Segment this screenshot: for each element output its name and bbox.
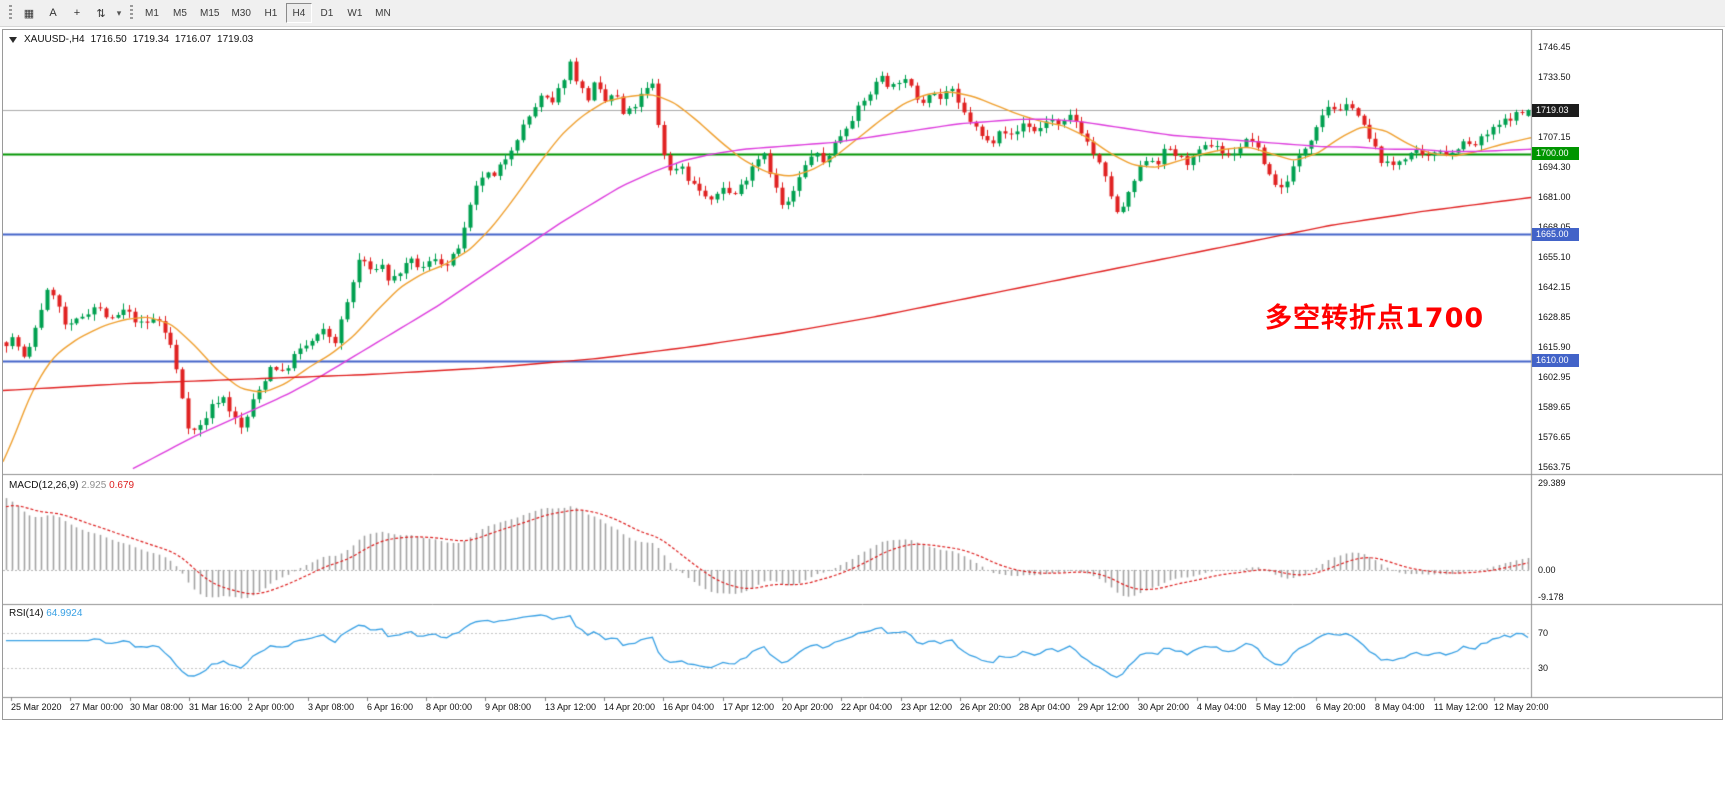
cycle-lines-button[interactable]: ⇅ <box>96 7 106 20</box>
chart-window: XAUUSD-,H4 1716.50 1719.34 1716.07 1719.… <box>2 29 1723 720</box>
time-axis-label: 23 Apr 12:00 <box>901 702 953 712</box>
tool-dropdown-arrow[interactable]: ▾ <box>116 7 122 18</box>
price-scale-label: 1628.85 <box>1538 312 1571 322</box>
text-tool-button[interactable]: A <box>49 7 57 19</box>
time-axis-label: 30 Mar 08:00 <box>130 702 184 712</box>
symbol-marker-icon <box>9 36 17 43</box>
price-scale-label: 1642.15 <box>1538 282 1571 292</box>
line-price-tag[interactable]: 1610.00 <box>1532 354 1579 367</box>
time-axis-label: 5 May 12:00 <box>1256 702 1306 712</box>
timeframe-button-h4[interactable]: H4 <box>285 3 312 23</box>
current-price-tag: 1719.03 <box>1532 104 1579 117</box>
timeframe-button-w1[interactable]: W1 <box>347 7 363 19</box>
time-axis-label: 11 May 12:00 <box>1434 702 1488 712</box>
time-axis-label: 12 May 20:00 <box>1494 702 1549 712</box>
charts-grid-button[interactable]: ▦ <box>23 7 35 20</box>
price-scale-label: 1655.10 <box>1538 252 1571 262</box>
chart-title-close: 1719.03 <box>217 34 254 45</box>
macd-scale-min: -9.178 <box>1538 592 1564 602</box>
macd-signal-value: 0.679 <box>109 480 135 491</box>
toolbar-grip <box>130 5 133 21</box>
rsi-label: RSI(14) 64.9924 <box>9 608 82 619</box>
tools-group: ▦ A + ⇅ ▾ <box>17 3 125 23</box>
price-scale-label: 1733.50 <box>1538 72 1571 82</box>
price-scale-label: 1563.75 <box>1538 462 1571 472</box>
timeframe-button-m1[interactable]: M1 <box>145 7 159 19</box>
price-chart-canvas[interactable] <box>3 30 1722 719</box>
time-axis-label: 29 Apr 12:00 <box>1078 702 1130 712</box>
chart-annotation[interactable]: 多空转折点1700 <box>1265 303 1485 334</box>
line-price-tag[interactable]: 1700.00 <box>1532 147 1579 160</box>
timeframe-button-m15[interactable]: M15 <box>200 7 220 19</box>
time-axis-label: 4 May 04:00 <box>1197 702 1247 712</box>
rsi-level-label: 70 <box>1538 628 1549 638</box>
timeframe-button-mn[interactable]: MN <box>375 7 391 19</box>
price-scale-label: 1589.65 <box>1538 402 1571 412</box>
time-axis-label: 3 Apr 08:00 <box>308 702 355 712</box>
macd-scale-zero: 0.00 <box>1538 565 1556 575</box>
timeframe-toolbar: M1 M5 M15 M30 H1 H4 D1 W1 MN <box>138 3 397 23</box>
chart-title-symbol: XAUUSD-,H4 <box>24 34 85 45</box>
macd-label: MACD(12,26,9) 2.925 0.679 <box>9 480 134 491</box>
time-axis-label: 22 Apr 04:00 <box>841 702 893 712</box>
macd-scale-max: 29.389 <box>1538 478 1566 488</box>
time-axis-label: 2 Apr 00:00 <box>248 702 295 712</box>
macd-main-value: 2.925 <box>81 480 107 491</box>
time-axis-label: 6 May 20:00 <box>1316 702 1366 712</box>
chart-title-high: 1719.34 <box>132 34 169 45</box>
rsi-level-label: 30 <box>1538 663 1549 673</box>
price-scale: 1746.45 1733.50 1707.15 1694.30 1681.00 1668.… <box>1531 30 1722 719</box>
time-axis-label: 13 Apr 12:00 <box>545 702 597 712</box>
chart-title-low: 1716.07 <box>174 34 212 45</box>
time-axis-label: 8 May 04:00 <box>1375 702 1425 712</box>
timeframe-button-h1[interactable]: H1 <box>264 7 278 19</box>
time-axis-label: 20 Apr 20:00 <box>782 702 834 712</box>
price-scale-label: 1668.05 <box>1538 222 1571 232</box>
top-toolbar: ▦ A + ⇅ ▾ M1 M5 M15 M30 H1 H4 D1 W1 MN <box>0 0 1725 27</box>
chart-title: XAUUSD-,H4 1716.50 1719.34 1716.07 1719.… <box>9 34 253 45</box>
time-axis-label: 9 Apr 08:00 <box>485 702 532 712</box>
toolbar-grip <box>9 5 12 21</box>
time-axis-label: 25 Mar 2020 <box>11 702 62 712</box>
price-scale-label: 1576.65 <box>1538 432 1571 442</box>
price-scale-label: 1746.45 <box>1538 42 1571 52</box>
price-scale-label: 1602.95 <box>1538 372 1571 382</box>
price-scale-label: 1681.00 <box>1538 192 1571 202</box>
rsi-value: 64.9924 <box>46 608 83 619</box>
time-axis-label: 27 Mar 00:00 <box>70 702 124 712</box>
time-axis-label: 26 Apr 20:00 <box>960 702 1012 712</box>
time-axis-label: 6 Apr 16:00 <box>367 702 414 712</box>
rsi-name: RSI(14) <box>9 608 44 619</box>
time-axis-label: 17 Apr 12:00 <box>723 702 775 712</box>
price-scale-label: 1707.15 <box>1538 132 1571 142</box>
macd-name: MACD(12,26,9) <box>9 480 79 491</box>
line-price-tag[interactable]: 1665.00 <box>1532 228 1579 241</box>
time-axis[interactable]: 25 Mar 2020 27 Mar 00:00 30 Mar 08:00 31 Ma… <box>3 697 1549 719</box>
time-axis-label: 8 Apr 00:00 <box>426 702 473 712</box>
time-axis-label: 16 Apr 04:00 <box>663 702 715 712</box>
price-scale-label: 1615.90 <box>1538 342 1571 352</box>
time-axis-label: 14 Apr 20:00 <box>604 702 656 712</box>
time-axis-label: 30 Apr 20:00 <box>1138 702 1190 712</box>
price-scale-label: 1694.30 <box>1538 162 1571 172</box>
time-axis-label: 28 Apr 04:00 <box>1019 702 1071 712</box>
crosshair-tool-button[interactable]: + <box>73 7 81 19</box>
timeframe-button-m30[interactable]: M30 <box>231 7 251 19</box>
chart-title-open: 1716.50 <box>90 34 127 45</box>
time-axis-label: 31 Mar 16:00 <box>189 702 243 712</box>
timeframe-button-d1[interactable]: D1 <box>320 7 334 19</box>
timeframe-button-m5[interactable]: M5 <box>173 7 187 19</box>
